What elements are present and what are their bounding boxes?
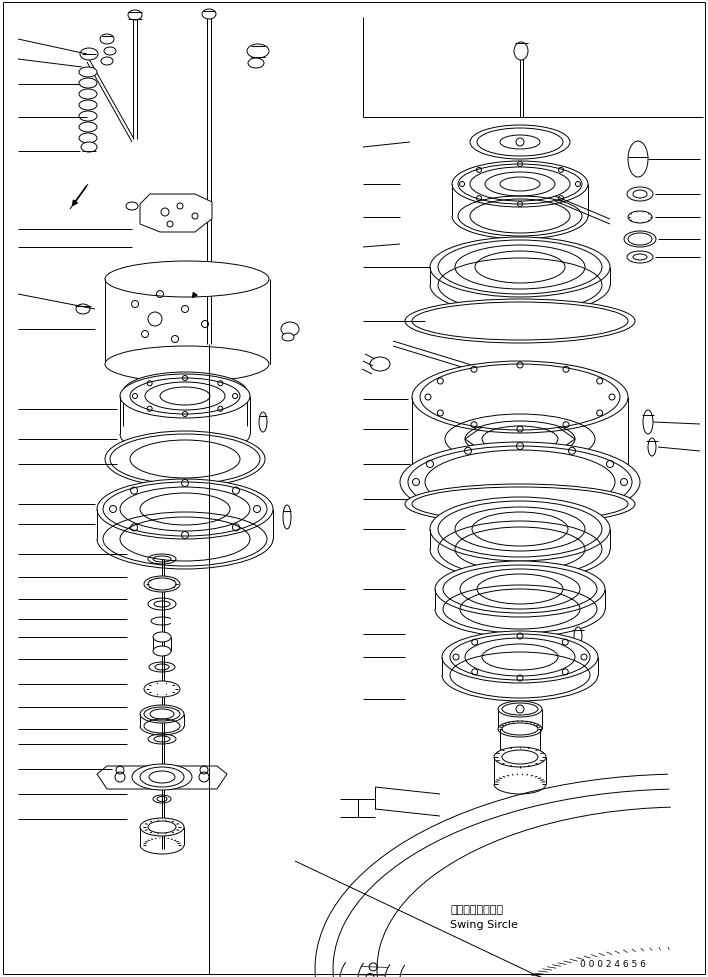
Ellipse shape (400, 443, 640, 523)
Ellipse shape (430, 497, 610, 562)
Ellipse shape (452, 162, 588, 208)
Ellipse shape (144, 681, 180, 698)
Ellipse shape (405, 485, 635, 525)
Ellipse shape (123, 372, 247, 412)
Ellipse shape (153, 647, 171, 657)
Ellipse shape (144, 576, 180, 592)
Ellipse shape (79, 112, 97, 122)
Ellipse shape (248, 59, 264, 69)
Ellipse shape (494, 747, 546, 767)
Ellipse shape (648, 439, 656, 456)
Ellipse shape (370, 358, 390, 371)
Ellipse shape (79, 68, 97, 78)
Ellipse shape (79, 79, 97, 89)
Polygon shape (140, 194, 212, 233)
Ellipse shape (202, 10, 216, 20)
Ellipse shape (105, 262, 269, 298)
Ellipse shape (498, 721, 542, 738)
Ellipse shape (624, 232, 656, 248)
Ellipse shape (430, 237, 610, 298)
Ellipse shape (79, 101, 97, 110)
Polygon shape (97, 766, 227, 789)
Ellipse shape (140, 818, 184, 836)
Ellipse shape (126, 203, 138, 211)
Text: スイングサークル: スイングサークル (450, 904, 503, 914)
Ellipse shape (405, 300, 635, 344)
Ellipse shape (282, 334, 294, 342)
Ellipse shape (100, 35, 114, 45)
Ellipse shape (470, 126, 570, 160)
Ellipse shape (81, 143, 97, 152)
Ellipse shape (442, 631, 598, 683)
Ellipse shape (412, 361, 628, 434)
Ellipse shape (574, 627, 582, 646)
Ellipse shape (435, 562, 605, 617)
Ellipse shape (259, 412, 267, 433)
Ellipse shape (628, 212, 652, 224)
Ellipse shape (132, 764, 192, 790)
Ellipse shape (247, 45, 269, 59)
Ellipse shape (498, 701, 542, 717)
Ellipse shape (79, 123, 97, 133)
Ellipse shape (628, 142, 648, 178)
Ellipse shape (76, 305, 90, 315)
Ellipse shape (105, 432, 265, 488)
Ellipse shape (79, 134, 97, 144)
Ellipse shape (104, 48, 116, 56)
Ellipse shape (80, 49, 98, 61)
Ellipse shape (283, 505, 291, 530)
Ellipse shape (79, 90, 97, 100)
Ellipse shape (128, 11, 142, 21)
Ellipse shape (105, 347, 269, 383)
Ellipse shape (153, 632, 171, 642)
Text: 0 0 0 2 4 6 5 6: 0 0 0 2 4 6 5 6 (580, 959, 646, 968)
Ellipse shape (101, 58, 113, 65)
Ellipse shape (514, 43, 528, 61)
Text: Swing Sircle: Swing Sircle (450, 919, 518, 929)
Ellipse shape (120, 374, 250, 418)
Ellipse shape (643, 410, 653, 435)
Ellipse shape (140, 705, 184, 723)
Ellipse shape (97, 480, 273, 539)
Ellipse shape (281, 322, 299, 337)
